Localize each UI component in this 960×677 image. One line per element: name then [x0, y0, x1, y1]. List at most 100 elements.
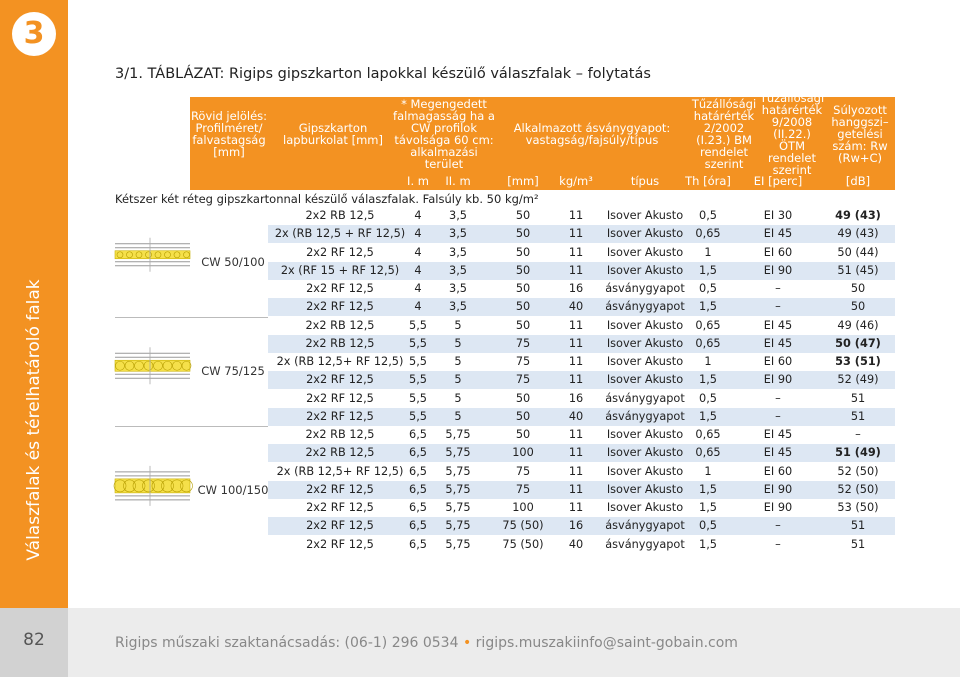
table-cell: 0,65: [695, 446, 721, 460]
chapter-badge: 3: [12, 12, 56, 56]
unit-cell: kg/m³: [559, 174, 593, 188]
table-row: [268, 499, 895, 517]
table-cell: 75: [515, 482, 531, 496]
table-cell: 5,5: [409, 318, 427, 332]
table-cell: 5,75: [445, 428, 471, 441]
table-cell: 51 (45): [837, 263, 879, 277]
group-separator: [115, 316, 268, 318]
table-cell: 1,5: [699, 300, 717, 314]
table-cell: 16: [568, 391, 584, 405]
table-cell: 11: [568, 482, 584, 496]
table-cell: 51: [850, 409, 866, 423]
table-cell: 4: [414, 263, 422, 277]
wall-icon-part: [143, 360, 154, 371]
table-cell: 51: [850, 391, 866, 405]
wall-icon-part: [115, 360, 125, 371]
table-cell: 1,5: [699, 263, 717, 277]
table-cell: 2x (RF 15 + RF 12,5): [280, 263, 400, 277]
table-row: [268, 225, 895, 244]
table-cell: –: [775, 537, 781, 551]
table-cell: 5,75: [445, 482, 471, 496]
table-cell: Isover Akusto: [606, 209, 684, 222]
table-cell: 2x (RB 12,5+ RF 12,5): [276, 355, 404, 368]
table-cell: 1: [704, 464, 712, 478]
table-cell: EI 45: [763, 318, 793, 332]
wall-icon-part: [164, 251, 171, 259]
wall-icon-part: [173, 251, 181, 259]
table-cell: –: [775, 519, 781, 533]
group-label: CW 50/100: [201, 254, 265, 269]
footer: Rigips műszaki szaktanácsadás: (06-1) 29…: [115, 635, 738, 651]
table-cell: 0,5: [699, 282, 717, 295]
table-cell: 11: [568, 446, 584, 460]
table-cell: 50: [515, 282, 531, 295]
table-cell: ásványgyapot: [605, 391, 685, 405]
table-cell: ásványgyapot: [605, 537, 685, 551]
table-cell: Isover Akusto: [606, 245, 684, 259]
table-cell: 1,5: [699, 501, 717, 514]
table-cell: 53 (51): [835, 355, 881, 368]
group-separator: [115, 426, 268, 427]
table-cell: 3,5: [449, 263, 467, 277]
table-cell: 5,75: [445, 464, 471, 478]
table-cell: 11: [568, 263, 584, 277]
table-cell: 75: [515, 355, 531, 368]
table-cell: EI 45: [763, 428, 793, 441]
table-cell: 5,5: [409, 409, 427, 423]
unit-cell: [mm]: [507, 174, 539, 188]
table-row: [268, 298, 895, 317]
table-row: [268, 207, 895, 225]
table-cell: 50: [515, 263, 531, 277]
header-cell: Tűzállósági határérték 9/2008 (II.22.) Ö…: [759, 91, 825, 177]
table-cell: 5,75: [445, 537, 471, 551]
table-cell: 6,5: [409, 428, 427, 441]
table-cell: 1: [704, 355, 712, 368]
table-cell: 1: [704, 245, 712, 259]
table-cell: 50: [515, 227, 531, 241]
table-cell: –: [775, 282, 781, 295]
header-cell: Rövid jelölés: Profilméret/ falvastagság…: [190, 109, 268, 159]
table-cell: 50: [515, 318, 531, 332]
unit-cell: [dB]: [845, 174, 871, 188]
table-cell: 3,5: [449, 227, 467, 241]
table-cell: EI 90: [763, 501, 793, 514]
table-row: [268, 316, 895, 335]
unit-cell: I. m: [407, 174, 429, 188]
table-cell: 2x2 RF 12,5: [306, 537, 374, 551]
table-cell: 6,5: [409, 537, 427, 551]
table-cell: 50 (44): [837, 245, 879, 259]
table-header: [190, 97, 895, 190]
table-row: [268, 334, 895, 353]
table-cell: 52 (50): [837, 464, 879, 478]
table-cell: 2x2 RB 12,5: [305, 446, 375, 460]
table-cell: 2x2 RB 12,5: [305, 209, 375, 222]
unit-cell: típus: [630, 174, 660, 188]
table-cell: 0,65: [695, 336, 721, 350]
table-cell: 75: [515, 336, 531, 350]
table-cell: 49 (43): [837, 227, 879, 241]
table-cell: 2x2 RF 12,5: [306, 501, 374, 514]
table-cell: 5,5: [409, 355, 427, 368]
wall-icon-part: [134, 360, 144, 371]
table-row: [268, 407, 895, 426]
table-cell: Isover Akusto: [606, 318, 684, 332]
table-cell: 11: [568, 209, 584, 222]
table-cell: 2x2 RB 12,5: [305, 336, 375, 350]
table-cell: EI 45: [763, 336, 793, 350]
separator: •: [462, 635, 472, 651]
table-cell: 5: [454, 318, 462, 332]
table-cell: 4: [414, 245, 422, 259]
table-cell: Isover Akusto: [606, 355, 684, 368]
wall-icon-part: [151, 479, 165, 493]
table-cell: 52 (49): [837, 373, 879, 387]
wall-icon-part: [135, 251, 143, 259]
table-cell: EI 45: [763, 227, 793, 241]
table-cell: 40: [568, 409, 584, 423]
table-cell: 2x2 RB 12,5: [305, 318, 375, 332]
contact: Rigips műszaki szaktanácsadás: (06-1) 29…: [115, 635, 459, 651]
table-cell: 3,5: [449, 282, 467, 295]
email: rigips.muszakiinfo@saint-gobain.com: [475, 635, 738, 651]
table-cell: 4: [414, 227, 422, 241]
